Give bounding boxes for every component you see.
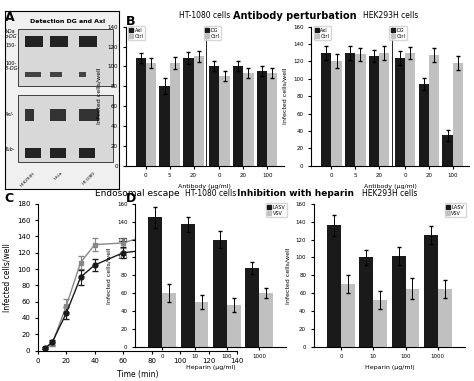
Bar [195, 302, 209, 347]
Bar [183, 58, 193, 166]
Bar [50, 148, 66, 158]
Bar [163, 293, 176, 347]
Title: HEK293H cells: HEK293H cells [363, 11, 418, 20]
Legend: DG, Ctrl: DG, Ctrl [204, 26, 221, 40]
Bar [429, 55, 439, 166]
X-axis label: Antibody (μg/ml): Antibody (μg/ml) [178, 184, 231, 189]
X-axis label: Antibody (μg/ml): Antibody (μg/ml) [364, 184, 417, 189]
Text: C: C [5, 192, 14, 205]
Bar [424, 235, 438, 347]
Bar [259, 293, 273, 347]
Bar [405, 289, 419, 347]
Bar [227, 305, 241, 347]
Bar [341, 284, 355, 347]
Bar [405, 53, 415, 166]
X-axis label: Time (min): Time (min) [117, 370, 158, 379]
Text: α-DG: α-DG [5, 34, 17, 39]
Title: HT-1080 cells: HT-1080 cells [185, 189, 237, 197]
Text: 100-: 100- [6, 61, 17, 66]
Bar [245, 268, 259, 347]
Bar [321, 53, 331, 166]
X-axis label: Heparin (μg/ml): Heparin (μg/ml) [365, 365, 414, 370]
Y-axis label: Infected cells/well: Infected cells/well [283, 68, 288, 125]
Bar [213, 240, 227, 347]
Bar [25, 72, 41, 77]
X-axis label: Heparin (μg/ml): Heparin (μg/ml) [186, 365, 236, 370]
Bar [18, 29, 113, 86]
Title: HEK293H cells: HEK293H cells [362, 189, 417, 197]
Text: HT-1080: HT-1080 [82, 171, 96, 186]
Legend: HEK293H, HT-1080: HEK293H, HT-1080 [185, 282, 234, 301]
Text: HEK293H: HEK293H [19, 171, 36, 187]
Bar [193, 56, 204, 166]
Text: Tub-: Tub- [5, 147, 15, 152]
Bar [331, 61, 342, 166]
Bar [392, 256, 405, 347]
Bar [50, 36, 68, 47]
Bar [25, 109, 34, 121]
Bar [79, 36, 97, 47]
Bar [146, 63, 156, 166]
Bar [170, 63, 180, 166]
Bar [18, 95, 113, 162]
Bar [327, 225, 341, 347]
Bar [209, 66, 219, 166]
Y-axis label: Infected cells/well: Infected cells/well [285, 247, 290, 304]
Text: A: A [5, 11, 14, 24]
Bar [25, 148, 41, 158]
Bar [359, 258, 374, 347]
Bar [50, 109, 66, 121]
Bar [219, 76, 229, 166]
Bar [379, 53, 390, 166]
Bar [369, 56, 379, 166]
Bar [419, 84, 429, 166]
Bar [181, 224, 195, 347]
Legend: LASV, VSV: LASV, VSV [266, 203, 287, 217]
Bar [267, 74, 277, 166]
Bar [79, 148, 95, 158]
Text: HeLa: HeLa [53, 171, 63, 181]
Text: Axl-: Axl- [5, 112, 14, 117]
Bar [50, 72, 62, 77]
Y-axis label: Infected cells/well: Infected cells/well [97, 68, 102, 125]
Y-axis label: Infected cells/well: Infected cells/well [2, 243, 11, 312]
Bar [79, 109, 99, 121]
Bar [356, 54, 365, 166]
Bar [345, 53, 356, 166]
Title: Endosomal escape: Endosomal escape [95, 189, 180, 197]
Bar [395, 58, 405, 166]
Bar [438, 289, 452, 347]
Bar [136, 58, 146, 166]
Text: Antibody perturbation: Antibody perturbation [233, 11, 357, 21]
Bar [453, 63, 463, 166]
Bar [374, 300, 387, 347]
Text: D: D [126, 192, 136, 205]
Text: β-DG-: β-DG- [5, 66, 19, 70]
Bar [148, 217, 163, 347]
Title: HT-1080 cells: HT-1080 cells [179, 11, 230, 20]
Text: B: B [126, 15, 135, 28]
Text: Inhibition with heparin: Inhibition with heparin [237, 189, 354, 198]
Text: kDa: kDa [6, 29, 16, 34]
Bar [243, 74, 254, 166]
Y-axis label: Infected cells/well: Infected cells/well [106, 247, 111, 304]
Bar [233, 66, 243, 166]
Bar [79, 72, 85, 77]
Bar [25, 36, 44, 47]
Text: 150-: 150- [6, 43, 17, 48]
Legend: DG, Ctrl: DG, Ctrl [390, 26, 407, 40]
Bar [159, 86, 170, 166]
Bar [257, 71, 267, 166]
Legend: LASV, VSV: LASV, VSV [445, 203, 465, 217]
Bar [442, 135, 453, 166]
Text: Detection DG and Axl: Detection DG and Axl [30, 19, 105, 24]
